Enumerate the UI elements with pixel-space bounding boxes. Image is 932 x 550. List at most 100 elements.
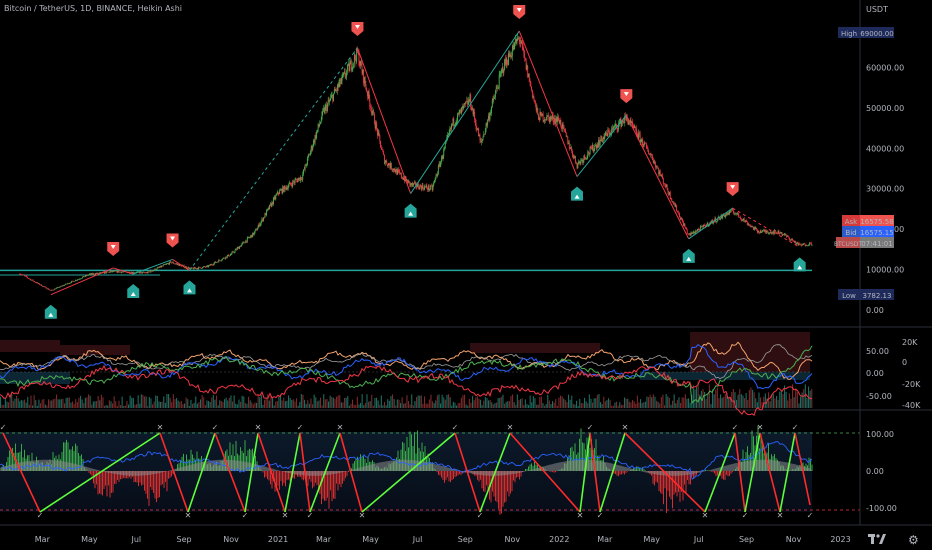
price-candle — [613, 126, 615, 130]
osc2-histogram-bar — [316, 471, 318, 485]
osc2-signal-line — [257, 432, 286, 513]
check-icon: ✓ — [587, 423, 594, 432]
price-candle — [758, 230, 760, 233]
osc1-bar — [46, 405, 48, 408]
price-candle — [350, 60, 352, 70]
osc1-bar — [276, 401, 278, 408]
price-candle — [110, 271, 112, 272]
osc1-bar — [180, 400, 182, 408]
osc1-bar — [112, 403, 114, 408]
price-candle — [796, 243, 798, 245]
osc1-bar — [168, 394, 170, 408]
osc1-bar — [648, 397, 650, 408]
osc1-bar — [625, 398, 627, 408]
osc2-signal-line — [284, 432, 301, 513]
x-tick-label: Sep — [739, 535, 754, 544]
price-candle — [532, 96, 534, 98]
osc1-bar — [739, 389, 741, 408]
osc1-bar — [657, 401, 659, 408]
settings-gear-icon[interactable]: ⚙ — [908, 533, 919, 547]
oscillator-pane-1[interactable] — [0, 332, 813, 417]
price-candle — [650, 154, 652, 155]
osc1-bar — [305, 404, 307, 408]
osc2-histogram-bar — [715, 471, 717, 477]
price-candle — [42, 286, 44, 287]
osc1-bar — [289, 397, 291, 408]
osc1-bar — [312, 404, 314, 408]
osc2-histogram-bar — [7, 456, 9, 471]
price-candle — [802, 244, 804, 245]
osc2-histogram-bar — [315, 471, 316, 483]
price-candle — [549, 116, 551, 123]
price-candle — [782, 234, 784, 235]
osc2-histogram-bar — [657, 471, 658, 483]
osc2-histogram-bar — [160, 471, 162, 486]
osc1-bar — [294, 401, 296, 408]
symbol-tag-key — [836, 237, 860, 248]
osc1-bar — [776, 396, 778, 408]
osc1-bar — [35, 400, 37, 408]
price-candle — [529, 81, 531, 83]
price-candle — [32, 279, 34, 282]
osc1-bar — [790, 398, 792, 408]
osc1-bar — [670, 404, 672, 408]
osc1-bar — [633, 401, 635, 408]
osc2-signal-line — [454, 432, 481, 513]
price-candle — [463, 104, 465, 107]
osc1-bar — [480, 399, 482, 408]
price-candle — [700, 226, 702, 227]
price-candle — [669, 192, 670, 195]
osc1-bar — [190, 399, 192, 408]
osc2-histogram-bar — [340, 471, 342, 488]
price-candle — [212, 264, 214, 266]
price-candle — [779, 232, 781, 234]
osc1-bar — [500, 396, 502, 408]
osc1-bar — [76, 401, 78, 408]
osc1-bar — [0, 396, 2, 408]
osc2-histogram-bar — [9, 450, 10, 471]
osc2-tick: 0.00 — [866, 467, 884, 476]
osc1-bar — [124, 405, 126, 408]
osc2-histogram-bar — [159, 471, 160, 498]
price-candle — [29, 278, 31, 280]
price-candle — [781, 232, 783, 235]
price-candle — [360, 60, 362, 67]
price-candle — [553, 121, 555, 123]
price-candle — [269, 204, 271, 210]
osc1-bar — [593, 398, 595, 408]
price-candle — [793, 240, 795, 243]
price-candle — [639, 134, 641, 143]
osc1-bar — [432, 401, 434, 408]
osc2-histogram-bar — [693, 471, 694, 479]
price-candle — [468, 100, 470, 102]
price-candle — [361, 66, 363, 74]
osc1-bar — [364, 402, 366, 408]
price-candle — [657, 167, 659, 170]
osc1-bar — [280, 394, 282, 408]
osc1-bar — [681, 397, 683, 408]
bottom-marker — [404, 203, 417, 218]
osc1-left-tick: -50.00 — [866, 392, 892, 401]
price-pane[interactable] — [0, 5, 932, 526]
osc2-histogram-bar — [307, 471, 309, 486]
tradingview-logo-icon[interactable] — [868, 532, 886, 546]
osc1-bar — [489, 399, 491, 408]
osc1-bar — [398, 399, 400, 408]
osc2-histogram-bar — [114, 471, 115, 484]
oscillator-pane-2[interactable]: ✓✓✕✕✓✓✕✕✓✓✕✕✓✓✕✕✓✓✕✕✓✓✕✕✓✓ — [0, 423, 860, 520]
price-candle — [400, 173, 402, 174]
price-candle — [559, 120, 561, 124]
price-candle — [624, 115, 626, 123]
price-candle — [265, 213, 267, 216]
price-candle — [476, 128, 478, 130]
price-candle — [493, 98, 495, 99]
price-candle — [132, 272, 133, 274]
price-candle — [502, 67, 504, 73]
price-candle — [245, 240, 247, 244]
price-candle — [301, 179, 303, 180]
price-candle — [486, 123, 488, 126]
osc2-histogram-bar — [616, 471, 618, 476]
osc2-histogram-bar — [10, 450, 12, 471]
osc1-bar — [705, 399, 707, 408]
